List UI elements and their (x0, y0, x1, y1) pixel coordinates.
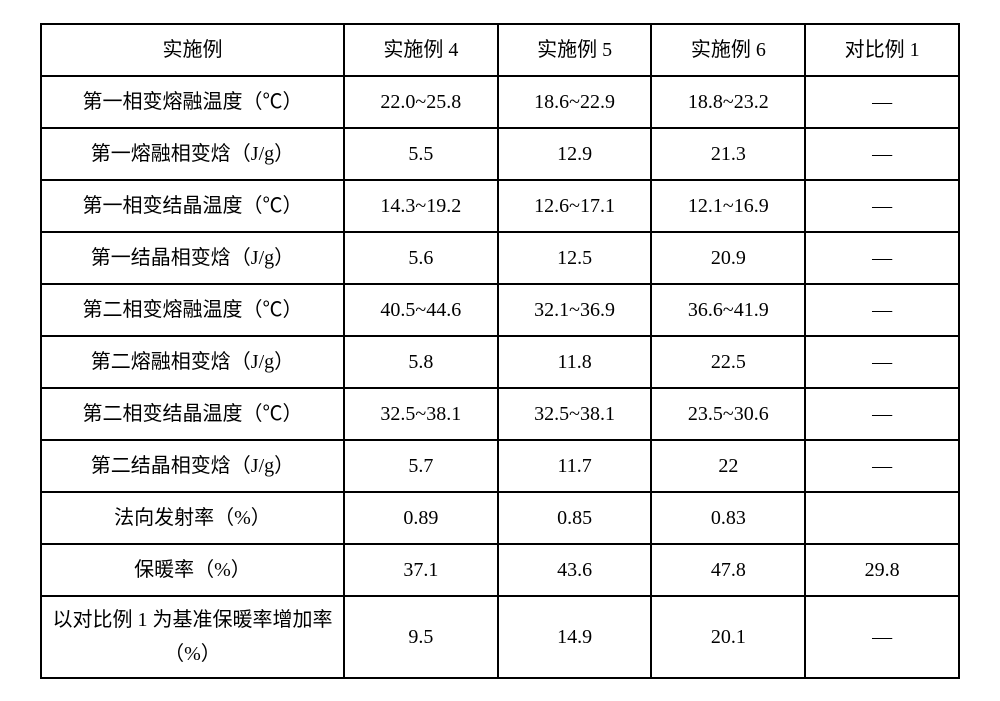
table-header-cell: 实施例 (41, 24, 344, 76)
row-label: 第一相变熔融温度（℃） (41, 76, 344, 128)
row-label: 第一熔融相变焓（J/g） (41, 128, 344, 180)
table-cell: 12.6~17.1 (498, 180, 652, 232)
table-row: 第二结晶相变焓（J/g） 5.7 11.7 22 — (41, 440, 959, 492)
table-cell: 0.85 (498, 492, 652, 544)
table-cell (805, 492, 959, 544)
table-row: 第一相变熔融温度（℃） 22.0~25.8 18.6~22.9 18.8~23.… (41, 76, 959, 128)
table-cell: 20.9 (651, 232, 805, 284)
table-row: 法向发射率（%） 0.89 0.85 0.83 (41, 492, 959, 544)
row-label: 第二相变结晶温度（℃） (41, 388, 344, 440)
row-label: 第一结晶相变焓（J/g） (41, 232, 344, 284)
row-label: 以对比例 1 为基准保暖率增加率（%） (41, 596, 344, 678)
row-label: 保暖率（%） (41, 544, 344, 596)
table-cell: 47.8 (651, 544, 805, 596)
table-row: 第一熔融相变焓（J/g） 5.5 12.9 21.3 — (41, 128, 959, 180)
table-cell: 37.1 (344, 544, 498, 596)
table-cell: — (805, 336, 959, 388)
table-cell: 18.6~22.9 (498, 76, 652, 128)
table-cell: 11.7 (498, 440, 652, 492)
row-label: 法向发射率（%） (41, 492, 344, 544)
table-cell: 14.9 (498, 596, 652, 678)
table-header-cell: 实施例 5 (498, 24, 652, 76)
table-cell: 9.5 (344, 596, 498, 678)
table-cell: 12.9 (498, 128, 652, 180)
table-cell: 5.8 (344, 336, 498, 388)
row-label: 第二相变熔融温度（℃） (41, 284, 344, 336)
table-header-cell: 实施例 6 (651, 24, 805, 76)
table-cell: 12.1~16.9 (651, 180, 805, 232)
table-cell: 21.3 (651, 128, 805, 180)
table-row: 第二熔融相变焓（J/g） 5.8 11.8 22.5 — (41, 336, 959, 388)
table-header-row: 实施例 实施例 4 实施例 5 实施例 6 对比例 1 (41, 24, 959, 76)
table-row: 第一结晶相变焓（J/g） 5.6 12.5 20.9 — (41, 232, 959, 284)
table-cell: 11.8 (498, 336, 652, 388)
table-cell: — (805, 596, 959, 678)
table-cell: 0.89 (344, 492, 498, 544)
data-table: 实施例 实施例 4 实施例 5 实施例 6 对比例 1 第一相变熔融温度（℃） … (40, 23, 960, 679)
table-cell: 18.8~23.2 (651, 76, 805, 128)
table-row: 第二相变熔融温度（℃） 40.5~44.6 32.1~36.9 36.6~41.… (41, 284, 959, 336)
row-label: 第二结晶相变焓（J/g） (41, 440, 344, 492)
table-body: 第一相变熔融温度（℃） 22.0~25.8 18.6~22.9 18.8~23.… (41, 76, 959, 678)
table-cell: — (805, 180, 959, 232)
table-cell: 12.5 (498, 232, 652, 284)
table-cell: 0.83 (651, 492, 805, 544)
table-cell: 23.5~30.6 (651, 388, 805, 440)
table-cell: 20.1 (651, 596, 805, 678)
table-cell: 5.6 (344, 232, 498, 284)
table-cell: — (805, 388, 959, 440)
table-cell: 43.6 (498, 544, 652, 596)
table-row: 以对比例 1 为基准保暖率增加率（%） 9.5 14.9 20.1 — (41, 596, 959, 678)
table-cell: 40.5~44.6 (344, 284, 498, 336)
data-table-wrapper: 实施例 实施例 4 实施例 5 实施例 6 对比例 1 第一相变熔融温度（℃） … (40, 23, 960, 679)
table-header-cell: 实施例 4 (344, 24, 498, 76)
table-row: 第二相变结晶温度（℃） 32.5~38.1 32.5~38.1 23.5~30.… (41, 388, 959, 440)
table-cell: — (805, 76, 959, 128)
table-cell: 22 (651, 440, 805, 492)
table-cell: 32.5~38.1 (498, 388, 652, 440)
table-cell: — (805, 128, 959, 180)
table-row: 第一相变结晶温度（℃） 14.3~19.2 12.6~17.1 12.1~16.… (41, 180, 959, 232)
table-cell: 32.5~38.1 (344, 388, 498, 440)
table-cell: 36.6~41.9 (651, 284, 805, 336)
table-cell: 29.8 (805, 544, 959, 596)
table-cell: 5.5 (344, 128, 498, 180)
table-cell: — (805, 232, 959, 284)
row-label: 第一相变结晶温度（℃） (41, 180, 344, 232)
table-header-cell: 对比例 1 (805, 24, 959, 76)
table-cell: 22.0~25.8 (344, 76, 498, 128)
table-cell: — (805, 284, 959, 336)
table-row: 保暖率（%） 37.1 43.6 47.8 29.8 (41, 544, 959, 596)
table-cell: 22.5 (651, 336, 805, 388)
table-cell: 14.3~19.2 (344, 180, 498, 232)
row-label: 第二熔融相变焓（J/g） (41, 336, 344, 388)
table-cell: — (805, 440, 959, 492)
table-cell: 5.7 (344, 440, 498, 492)
table-cell: 32.1~36.9 (498, 284, 652, 336)
